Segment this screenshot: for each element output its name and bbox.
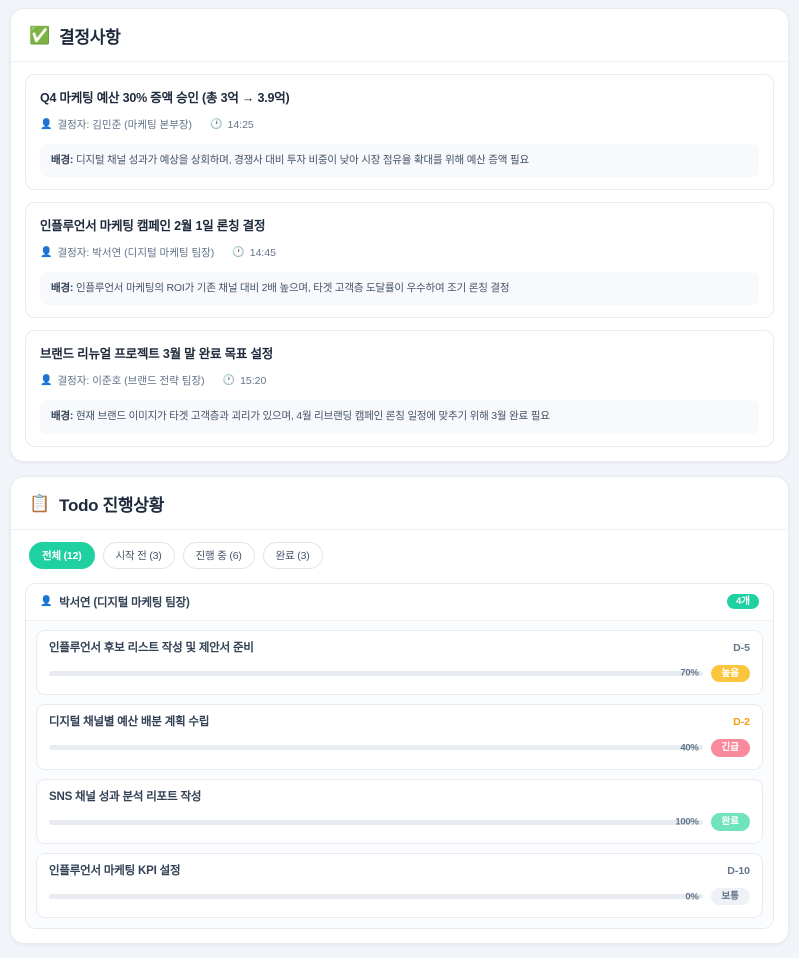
filter-chip-not-started[interactable]: 시작 전 (3) bbox=[102, 541, 175, 569]
decision-item[interactable]: 브랜드 리뉴얼 프로젝트 3월 말 완료 목표 설정 👤 결정자: 이준호 (브… bbox=[25, 330, 774, 447]
todo-item[interactable]: 디지털 채널별 예산 배분 계획 수립 D-2 40% 긴급 bbox=[36, 704, 763, 770]
decision-background: 배경: 디지털 채널 성과가 예상을 상회하며, 경쟁사 대비 투자 비중이 낮… bbox=[40, 144, 759, 178]
person-icon: 👤 bbox=[40, 246, 53, 258]
priority-badge: 높음 bbox=[710, 664, 750, 683]
decision-title: 브랜드 리뉴얼 프로젝트 3월 말 완료 목표 설정 bbox=[40, 347, 274, 362]
clock-icon: 🕐 bbox=[232, 246, 245, 258]
todo-group-person-label: 박서연 (디지털 마케팅 팀장) bbox=[59, 596, 190, 609]
todo-filter-chips: 전체 (12) 시작 전 (3) 진행 중 (6) 완료 (3) bbox=[25, 541, 774, 583]
todo-item-progress-row: 70% 높음 bbox=[49, 664, 750, 683]
todo-item-header: 디지털 채널별 예산 배분 계획 수립 D-2 bbox=[49, 715, 750, 730]
filter-chip-completed[interactable]: 완료 (3) bbox=[262, 541, 323, 569]
progress-track bbox=[49, 819, 703, 825]
todo-item-title: 인플루언서 후보 리스트 작성 및 제안서 준비 bbox=[49, 641, 254, 654]
decision-background-label: 배경: bbox=[51, 282, 74, 295]
todo-item-title: 디지털 채널별 예산 배분 계획 수립 bbox=[49, 716, 210, 729]
decisions-card-title: 결정사항 bbox=[59, 28, 121, 47]
todo-item-progress-row: 100% 완료 bbox=[49, 813, 750, 831]
person-icon: 👤 bbox=[40, 374, 53, 386]
decision-time: 🕐 15:20 bbox=[223, 375, 267, 387]
priority-badge: 긴급 bbox=[710, 739, 750, 757]
todo-item-list: 인플루언서 후보 리스트 작성 및 제안서 준비 D-5 70% 높음 bbox=[26, 621, 773, 929]
filter-chip-in-progress[interactable]: 진행 중 (6) bbox=[182, 541, 255, 569]
priority-badge: 완료 bbox=[710, 813, 750, 831]
decision-item[interactable]: Q4 마케팅 예산 30% 증액 승인 (총 3억 → 3.9억) 👤 결정자:… bbox=[25, 74, 774, 191]
todo-item-title: 인플루언서 마케팅 KPI 설정 bbox=[49, 864, 181, 877]
todo-group-count-badge: 4개 bbox=[726, 593, 759, 610]
decision-meta: 👤 결정자: 박서연 (디지털 마케팅 팀장) 🕐 14:45 bbox=[40, 245, 759, 260]
filter-chip-all[interactable]: 전체 (12) bbox=[29, 541, 95, 569]
decision-time: 🕐 14:45 bbox=[232, 247, 276, 259]
todo-item[interactable]: 인플루언서 마케팅 KPI 설정 D-10 0% 보통 bbox=[36, 852, 763, 919]
decision-person: 👤 결정자: 이준호 (브랜드 전략 팀장) bbox=[40, 373, 205, 388]
decision-person: 👤 결정자: 박서연 (디지털 마케팅 팀장) bbox=[40, 245, 214, 260]
todo-item-title: SNS 채널 성과 분석 리포트 작성 bbox=[49, 790, 202, 803]
decision-title: Q4 마케팅 예산 30% 증액 승인 (총 3억 → 3.9억) bbox=[40, 91, 290, 105]
todo-item-dday: D-5 bbox=[733, 641, 750, 654]
todo-item-header: 인플루언서 마케팅 KPI 설정 D-10 bbox=[49, 864, 750, 879]
decisions-card-header: ✅ 결정사항 bbox=[11, 9, 788, 62]
person-icon: 👤 bbox=[40, 595, 53, 607]
todo-person-group: 👤 박서연 (디지털 마케팅 팀장) 4개 인플루언서 후보 리스트 작성 및 … bbox=[25, 582, 774, 930]
todo-item-dday: D-2 bbox=[733, 716, 750, 729]
decision-time-label: 14:25 bbox=[227, 118, 254, 131]
decision-meta: 👤 결정자: 김민준 (마케팅 본부장) 🕐 14:25 bbox=[40, 117, 759, 132]
decision-background-label: 배경: bbox=[51, 154, 74, 166]
decision-title: 인플루언서 마케팅 캠페인 2월 1일 론칭 결정 bbox=[40, 219, 266, 234]
decision-background-label: 배경: bbox=[51, 410, 74, 423]
decisions-list: Q4 마케팅 예산 30% 증액 승인 (총 3억 → 3.9억) 👤 결정자:… bbox=[11, 62, 788, 461]
decision-background-text: 현재 브랜드 이미지가 타겟 고객층과 괴리가 있으며, 4월 리브랜딩 캠페인… bbox=[75, 410, 550, 423]
progress-track bbox=[49, 894, 703, 900]
progress-bar: 0% bbox=[49, 891, 703, 902]
todo-card-title: Todo 진행상황 bbox=[59, 495, 165, 515]
progress-bar: 70% bbox=[49, 668, 703, 679]
decision-background: 배경: 현재 브랜드 이미지가 타겟 고객층과 괴리가 있으며, 4월 리브랜딩… bbox=[40, 400, 759, 434]
person-icon: 👤 bbox=[40, 118, 53, 130]
todo-item-progress-row: 0% 보통 bbox=[49, 887, 750, 906]
decision-person: 👤 결정자: 김민준 (마케팅 본부장) bbox=[40, 117, 192, 132]
decision-item[interactable]: 인플루언서 마케팅 캠페인 2월 1일 론칭 결정 👤 결정자: 박서연 (디지… bbox=[25, 202, 774, 319]
clock-icon: 🕐 bbox=[222, 374, 236, 386]
decision-meta: 👤 결정자: 이준호 (브랜드 전략 팀장) 🕐 15:20 bbox=[40, 373, 759, 388]
decision-background-text: 디지털 채널 성과가 예상을 상회하며, 경쟁사 대비 투자 비중이 낮아 시장… bbox=[75, 154, 529, 166]
decisions-card: ✅ 결정사항 Q4 마케팅 예산 30% 증액 승인 (총 3억 → 3.9억)… bbox=[10, 8, 789, 462]
todo-item[interactable]: SNS 채널 성과 분석 리포트 작성 100% 완료 bbox=[36, 778, 763, 844]
check-box-icon: ✅ bbox=[29, 26, 51, 45]
progress-track bbox=[49, 745, 703, 751]
decision-time-label: 14:45 bbox=[249, 246, 277, 259]
clock-icon: 🕐 bbox=[210, 118, 223, 130]
todo-card-header: 📋 Todo 진행상황 bbox=[11, 477, 788, 530]
todo-item-header: 인플루언서 후보 리스트 작성 및 제안서 준비 D-5 bbox=[49, 641, 750, 656]
progress-bar: 40% bbox=[49, 742, 703, 753]
progress-bar: 100% bbox=[49, 817, 703, 828]
todo-card: 📋 Todo 진행상황 전체 (12) 시작 전 (3) 진행 중 (6) 완료… bbox=[10, 475, 789, 945]
todo-item-dday: D-10 bbox=[727, 864, 750, 877]
todo-card-body: 전체 (12) 시작 전 (3) 진행 중 (6) 완료 (3) 👤 박서연 (… bbox=[11, 530, 788, 944]
todo-group-person: 👤 박서연 (디지털 마케팅 팀장) bbox=[40, 594, 190, 610]
todo-group-header[interactable]: 👤 박서연 (디지털 마케팅 팀장) 4개 bbox=[26, 583, 773, 621]
decision-background: 배경: 인플루언서 마케팅의 ROI가 기존 채널 대비 2배 높으며, 타겟 … bbox=[40, 272, 759, 306]
decision-background-text: 인플루언서 마케팅의 ROI가 기존 채널 대비 2배 높으며, 타겟 고객층 … bbox=[75, 282, 510, 295]
priority-badge: 보통 bbox=[710, 887, 750, 906]
decision-person-label: 결정자: 김민준 (마케팅 본부장) bbox=[57, 119, 193, 131]
progress-track bbox=[49, 670, 703, 676]
todo-item-progress-row: 40% 긴급 bbox=[49, 739, 750, 757]
decision-person-label: 결정자: 이준호 (브랜드 전략 팀장) bbox=[57, 375, 205, 388]
todo-item[interactable]: 인플루언서 후보 리스트 작성 및 제안서 준비 D-5 70% 높음 bbox=[36, 629, 763, 696]
decision-time-label: 15:20 bbox=[240, 374, 267, 387]
decision-time: 🕐 14:25 bbox=[210, 119, 254, 131]
decision-person-label: 결정자: 박서연 (디지털 마케팅 팀장) bbox=[57, 247, 215, 260]
todo-item-header: SNS 채널 성과 분석 리포트 작성 bbox=[49, 790, 750, 805]
clipboard-icon: 📋 bbox=[29, 493, 51, 513]
